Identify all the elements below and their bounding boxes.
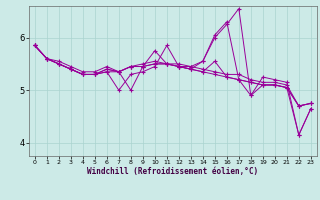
X-axis label: Windchill (Refroidissement éolien,°C): Windchill (Refroidissement éolien,°C)	[87, 167, 258, 176]
